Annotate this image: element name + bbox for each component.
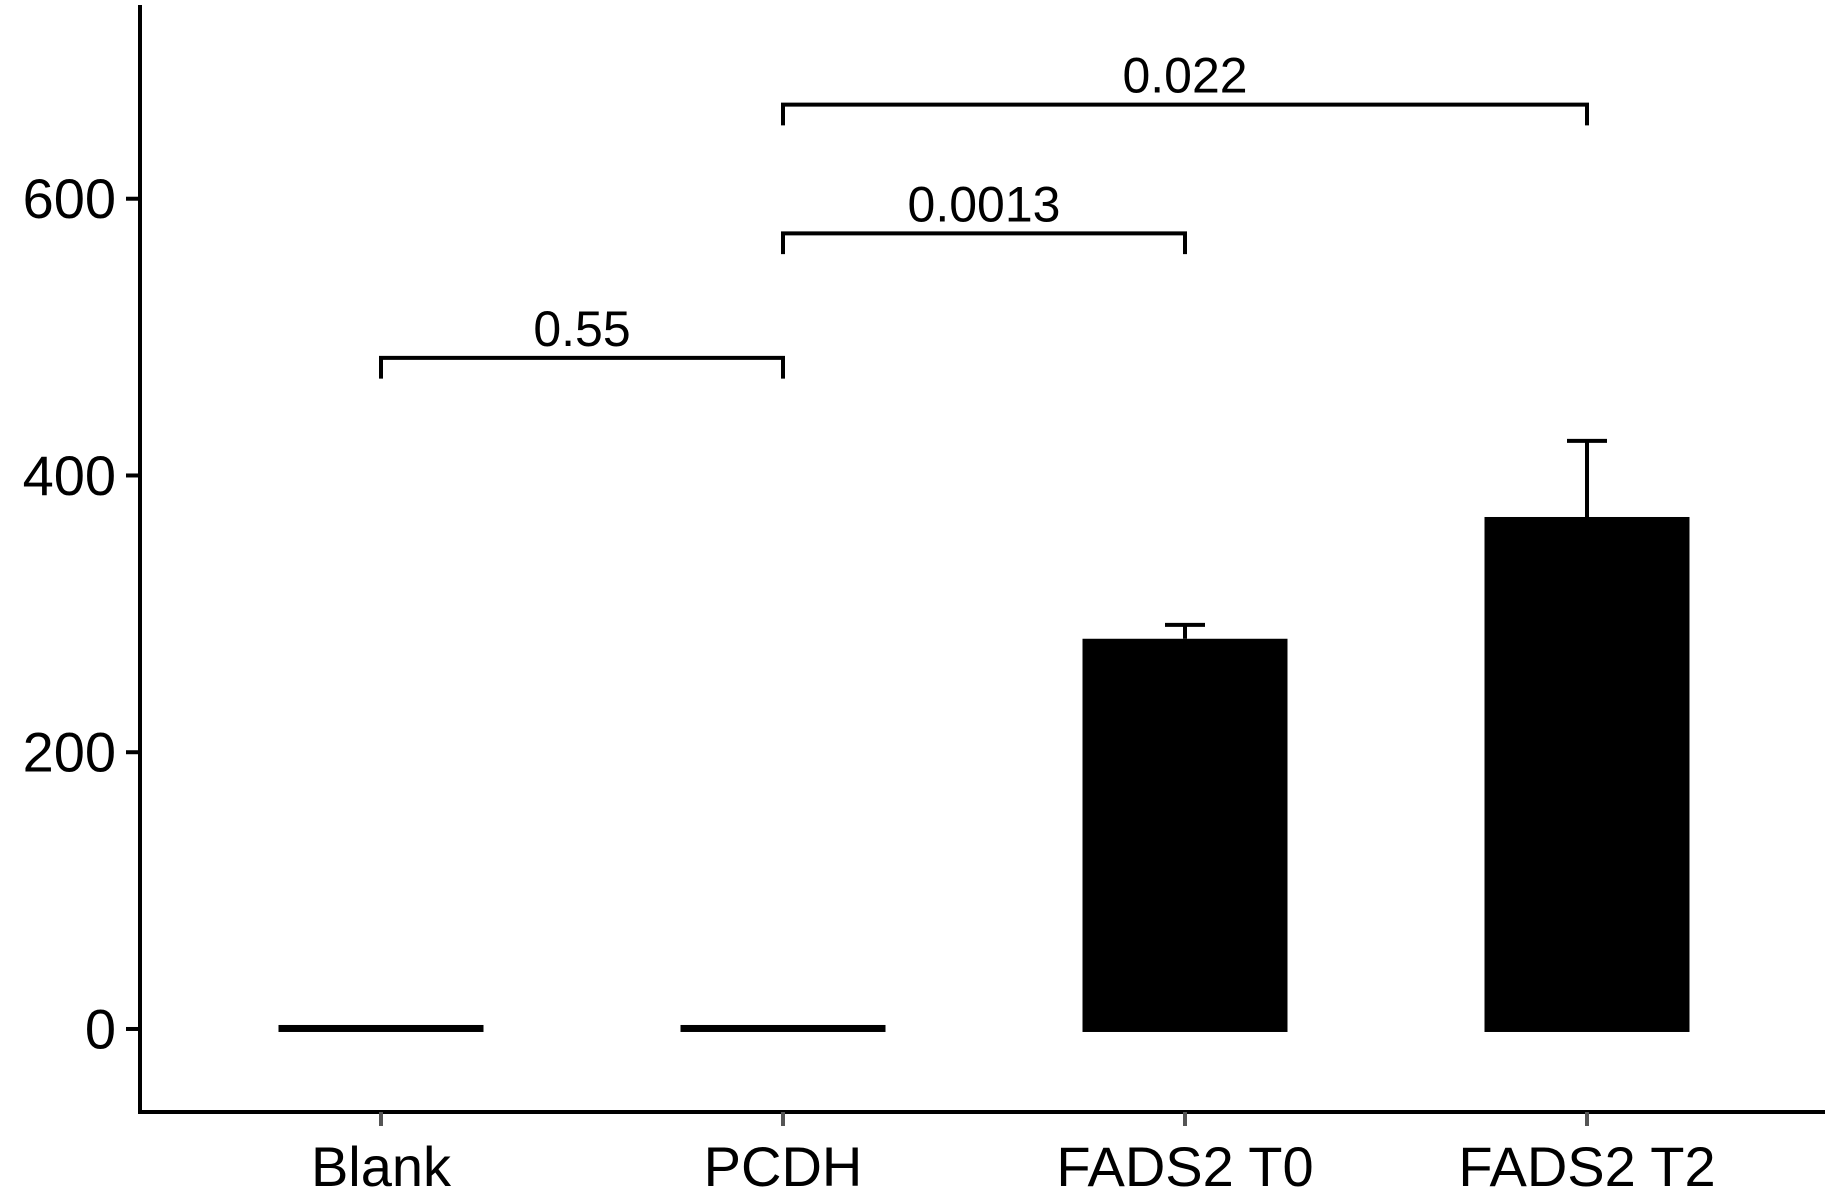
x-tick-label: Blank [311,1135,452,1198]
significance-bracket [783,105,1587,126]
y-tick-label: 200 [23,721,116,784]
p-value-label: 0.022 [1122,48,1247,104]
bar [1485,517,1690,1032]
significance-bracket [381,358,783,379]
y-tick-label: 400 [23,444,116,507]
bar [1083,639,1288,1032]
p-value-label: 0.0013 [908,176,1061,232]
bars [279,517,1690,1032]
y-tick-label: 600 [23,167,116,230]
x-tick-label: FADS2 T0 [1056,1135,1313,1198]
p-value-label: 0.55 [533,301,630,357]
y-tick-label: 0 [85,997,116,1060]
bar [681,1025,886,1032]
significance-bracket [783,233,1185,254]
bar [279,1025,484,1032]
x-tick-label: PCDH [704,1135,863,1198]
x-tick-label: FADS2 T2 [1458,1135,1715,1198]
